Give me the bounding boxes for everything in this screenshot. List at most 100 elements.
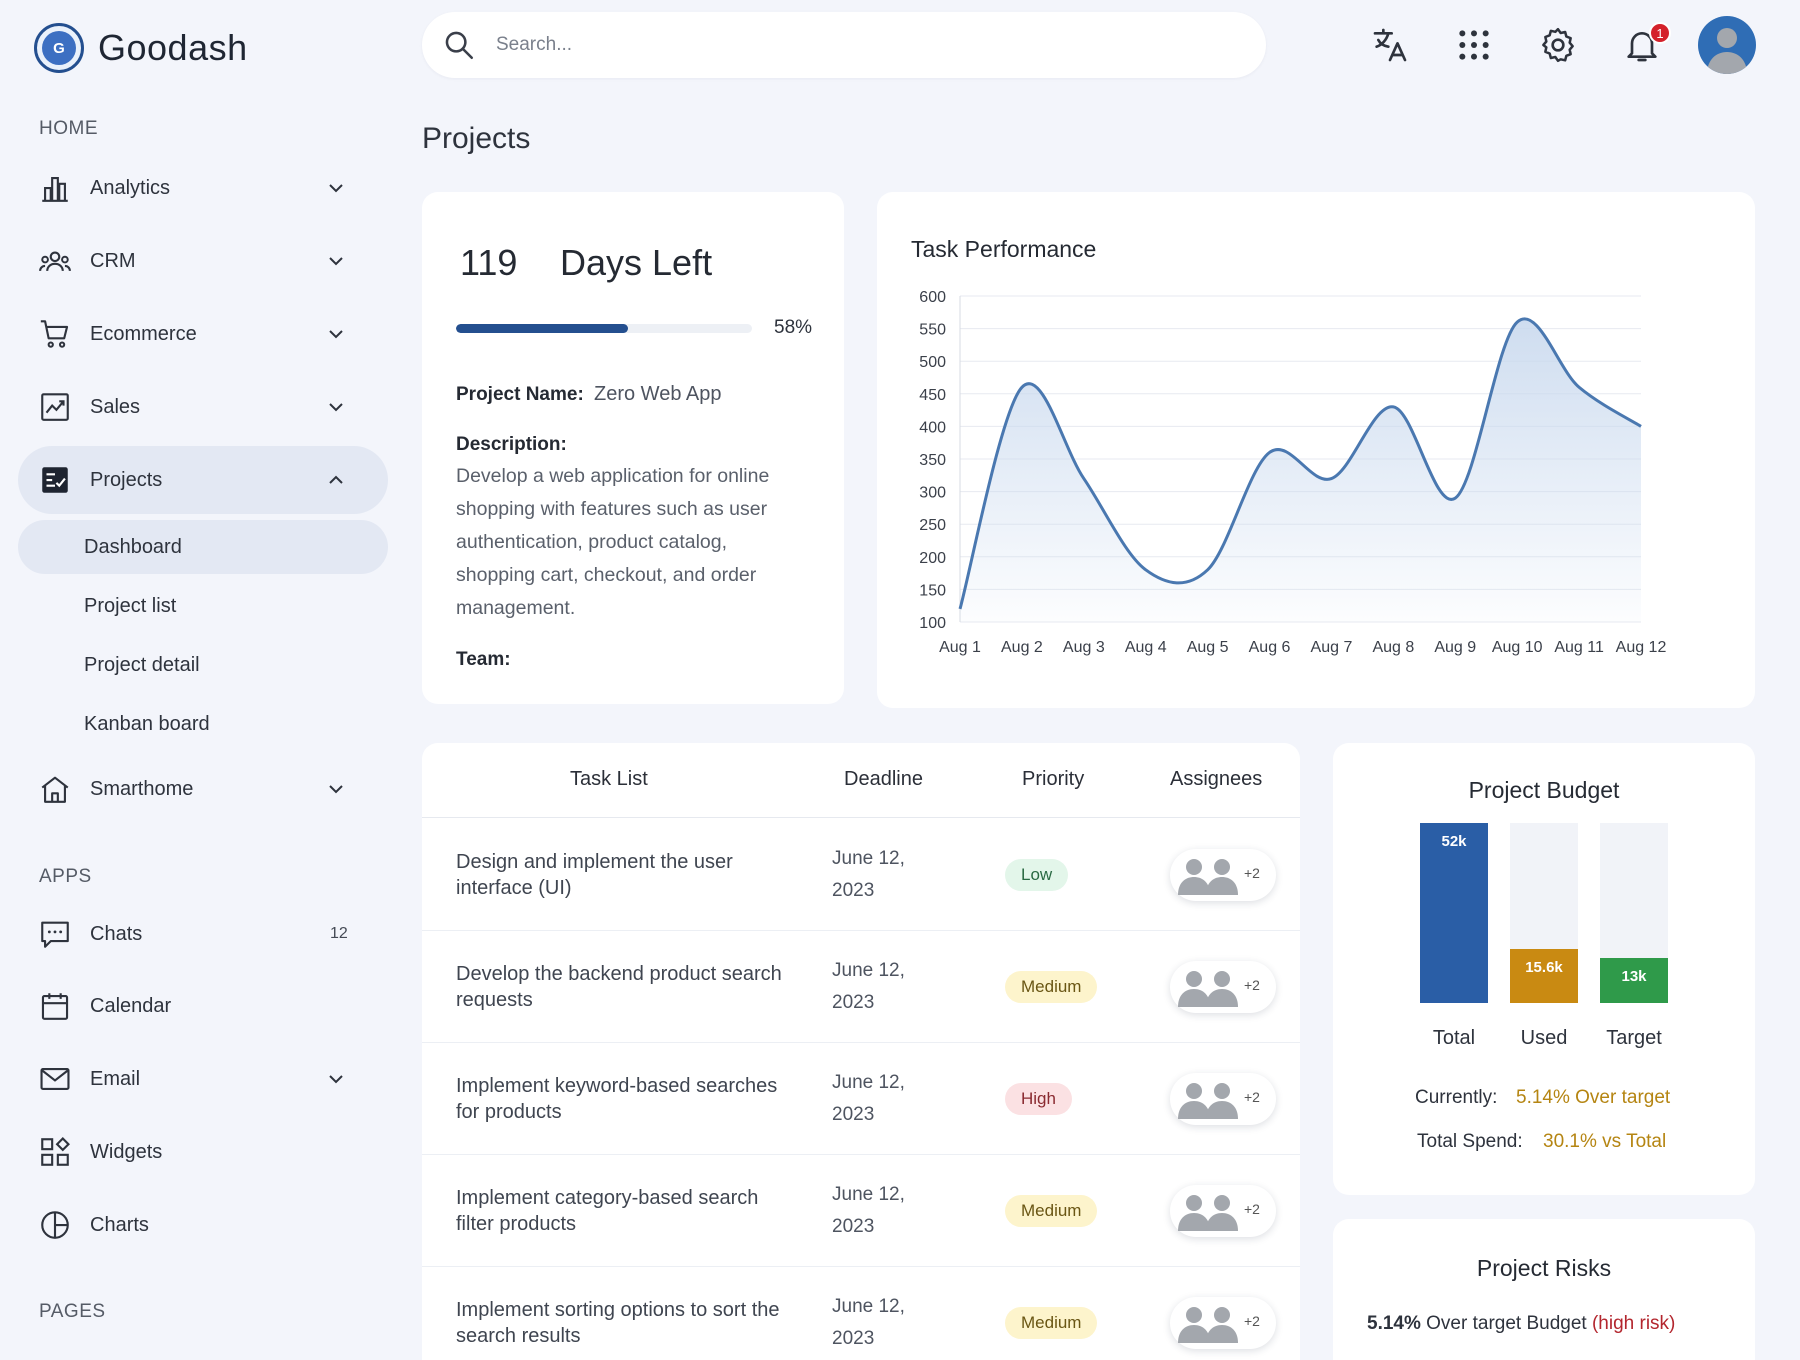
task-deadline: June 12, 2023 <box>832 1072 905 1125</box>
people-icon <box>39 251 71 272</box>
sidebar-item-label: Ecommerce <box>90 322 197 345</box>
budget-bar-target: 13k <box>1600 823 1668 1003</box>
y-tick-label: 400 <box>919 419 946 436</box>
widgets-icon <box>41 1137 70 1166</box>
search-icon <box>445 31 474 60</box>
translate-icon <box>1373 28 1407 62</box>
chevron-down-icon <box>329 257 343 266</box>
project-progress-fill <box>456 324 628 333</box>
y-tick-label: 150 <box>919 582 946 599</box>
sidebar-item-email[interactable]: Email <box>18 1045 388 1113</box>
risk-percent: 5.14% <box>1367 1313 1421 1334</box>
x-tick-label: Aug 1 <box>939 639 981 656</box>
translate-button[interactable] <box>1348 14 1432 76</box>
sidebar-item-charts[interactable]: Charts <box>18 1191 388 1259</box>
sidebar-item-label: Email <box>90 1067 141 1090</box>
sidebar-item-chats[interactable]: Chats 12 <box>18 900 388 968</box>
chat-icon <box>41 921 69 948</box>
sidebar-subitem-project-detail[interactable]: Project detail <box>18 638 388 692</box>
person-avatar-icon <box>1204 1079 1240 1119</box>
sidebar-item-analytics[interactable]: Analytics <box>18 154 388 222</box>
assignee-group[interactable]: +2 <box>1170 849 1276 901</box>
column-header-priority[interactable]: Priority <box>1022 768 1085 790</box>
cart-icon <box>40 320 69 348</box>
assignee-group[interactable]: +2 <box>1170 1185 1276 1237</box>
description-text: Develop a web application for online sho… <box>456 465 770 619</box>
table-row[interactable]: Implement keyword-based searches for pro… <box>422 1043 1300 1155</box>
budget-bar-value: 13k <box>1621 968 1647 985</box>
y-tick-label: 100 <box>919 615 946 632</box>
person-avatar-icon <box>1204 967 1240 1007</box>
extra-assignees-count: +2 <box>1244 1089 1260 1105</box>
sidebar-item-calendar[interactable]: Calendar <box>18 972 388 1040</box>
task-deadline: June 12, 2023 <box>832 1296 905 1349</box>
brand[interactable]: G Goodash <box>34 20 248 76</box>
person-avatar-icon <box>1176 1079 1212 1119</box>
person-avatar-icon <box>1176 1191 1212 1231</box>
search-bar[interactable] <box>422 12 1266 78</box>
budget-bar-value: 52k <box>1441 833 1467 850</box>
x-tick-label: Aug 5 <box>1187 639 1229 656</box>
notification-badge: 1 <box>1649 22 1671 44</box>
priority-badge: High <box>1005 1083 1072 1115</box>
sidebar-subitem-dashboard[interactable]: Dashboard <box>18 520 388 574</box>
y-tick-label: 250 <box>919 517 946 534</box>
sidebar-item-widgets[interactable]: Widgets <box>18 1118 388 1186</box>
sidebar-item-label: Chats <box>90 922 143 945</box>
sidebar-item-label: Projects <box>90 468 163 491</box>
sidebar-item-ecommerce[interactable]: Ecommerce <box>18 300 388 368</box>
budget-bar-value: 15.6k <box>1525 959 1563 976</box>
priority-badge: Medium <box>1005 1307 1098 1339</box>
sidebar-item-projects[interactable]: Projects <box>18 446 388 514</box>
sidebar-item-label: Charts <box>90 1213 149 1236</box>
y-tick-label: 600 <box>919 289 946 306</box>
sidebar-item-smarthome[interactable]: Smarthome <box>18 755 388 823</box>
sidebar-subitem-label: Dashboard <box>84 535 182 558</box>
budget-bar-fill: 13k <box>1600 958 1668 1003</box>
table-row[interactable]: Implement sorting options to sort the se… <box>422 1267 1300 1360</box>
assignee-group[interactable]: +2 <box>1170 1297 1276 1349</box>
x-tick-label: Aug 6 <box>1249 639 1291 656</box>
sidebar-item-label: Smarthome <box>90 777 194 800</box>
settings-button[interactable] <box>1516 14 1600 76</box>
days-left-card: 119 Days Left 58% Project Name: Zero Web… <box>422 192 844 704</box>
checklist-icon <box>42 467 68 493</box>
sidebar-item-sales[interactable]: Sales <box>18 373 388 441</box>
table-row[interactable]: Develop the backend product search reque… <box>422 931 1300 1043</box>
y-tick-label: 200 <box>919 550 946 567</box>
y-tick-label: 500 <box>919 354 946 371</box>
project-name-value: Zero Web App <box>594 383 722 405</box>
task-name: Implement keyword-based searches for pro… <box>456 1075 778 1123</box>
table-row[interactable]: Design and implement the user interface … <box>422 819 1300 931</box>
apps-button[interactable] <box>1432 14 1516 76</box>
description-label: Description: <box>456 434 567 455</box>
search-input[interactable] <box>496 34 1196 56</box>
assignee-group[interactable]: +2 <box>1170 961 1276 1013</box>
brand-logo-letter: G <box>42 31 76 65</box>
days-left-label: Days Left <box>560 242 713 283</box>
x-tick-label: Aug 11 <box>1554 639 1604 656</box>
task-performance-card: Task Performance 100 150 200 250 300 350 400 45… <box>877 192 1755 708</box>
brand-logo-icon: G <box>34 23 84 73</box>
x-tick-label: Aug 12 <box>1616 639 1667 656</box>
currently-label: Currently: <box>1415 1087 1498 1108</box>
sidebar-subitem-project-list[interactable]: Project list <box>18 579 388 633</box>
extra-assignees-count: +2 <box>1244 977 1260 993</box>
table-row[interactable]: Implement category-based search filter p… <box>422 1155 1300 1267</box>
sidebar-subitem-kanban-board[interactable]: Kanban board <box>18 697 388 751</box>
project-budget-title: Project Budget <box>1468 777 1620 803</box>
column-header-assignees[interactable]: Assignees <box>1170 768 1263 790</box>
x-tick-label: Aug 3 <box>1063 639 1105 656</box>
column-header-deadline[interactable]: Deadline <box>844 768 923 790</box>
x-tick-label: Aug 8 <box>1372 639 1414 656</box>
column-header-task[interactable]: Task List <box>570 768 648 790</box>
sidebar-item-crm[interactable]: CRM <box>18 227 388 295</box>
section-label-apps: APPS <box>39 866 92 887</box>
assignee-group[interactable]: +2 <box>1170 1073 1276 1125</box>
user-avatar-icon <box>1707 28 1747 74</box>
chats-count-badge: 12 <box>330 925 348 942</box>
risk-summary: 5.14% Over target Budget (high risk) <box>1367 1313 1675 1335</box>
project-risks-card: Project Risks 5.14% Over target Budget (… <box>1333 1219 1755 1360</box>
avatar[interactable] <box>1698 16 1756 74</box>
notifications-button[interactable]: 1 <box>1600 14 1684 76</box>
